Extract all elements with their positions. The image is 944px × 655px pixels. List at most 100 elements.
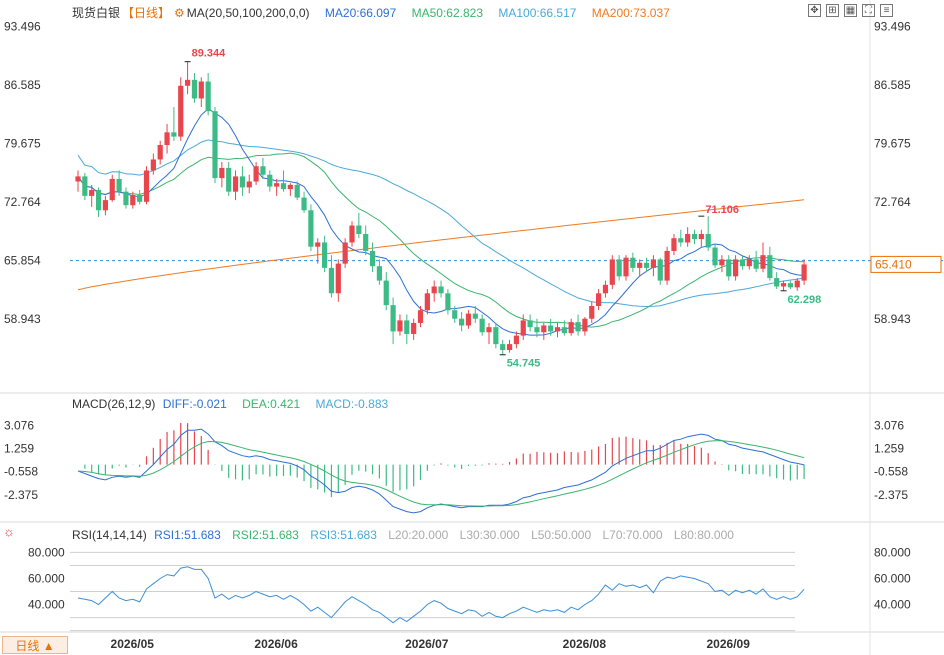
candle-body bbox=[431, 286, 437, 294]
candle-body bbox=[705, 234, 711, 248]
chart-toolbar: ✥ ⊞ ▦ ⛶ ≡ bbox=[808, 4, 893, 17]
candle-body bbox=[733, 259, 739, 277]
candle-body bbox=[465, 313, 472, 326]
candle-body bbox=[294, 184, 300, 198]
candle-body bbox=[260, 166, 266, 175]
candle-body bbox=[411, 322, 417, 334]
candle-body bbox=[75, 176, 81, 182]
candle-body bbox=[171, 132, 177, 137]
macd-value: MACD:-0.883 bbox=[315, 397, 389, 411]
x-tick-label: 2026/07 bbox=[405, 637, 449, 651]
macd-label: MACD(26,12,9) bbox=[72, 397, 156, 411]
y-tick-right: 93.496 bbox=[874, 20, 911, 34]
rsi-l20: L20:20.000 bbox=[388, 528, 449, 542]
candle-body bbox=[623, 257, 629, 277]
candle-body bbox=[246, 181, 252, 188]
fit-icon[interactable]: ⊞ bbox=[826, 4, 839, 17]
candle-body bbox=[301, 197, 307, 211]
recent-low-annotation: 62.298 bbox=[788, 294, 822, 306]
rsi2-value: RSI2:51.683 bbox=[232, 528, 299, 542]
x-tick-label: 2026/08 bbox=[563, 637, 607, 651]
candle-body bbox=[328, 267, 335, 294]
ma50-line bbox=[77, 152, 805, 328]
fullscreen-icon[interactable]: ⛶ bbox=[862, 4, 875, 17]
candle-body bbox=[185, 79, 191, 86]
rsi-l30: L30:30.000 bbox=[459, 528, 520, 542]
candle-body bbox=[513, 335, 519, 345]
rsi-line bbox=[77, 566, 805, 624]
ma100-line bbox=[77, 139, 805, 308]
candle-body bbox=[198, 81, 204, 99]
candle-body bbox=[322, 242, 328, 268]
candle-body bbox=[568, 322, 574, 334]
y-tick-left: 86.585 bbox=[4, 78, 41, 92]
candle-body bbox=[630, 257, 636, 268]
candle-body bbox=[787, 283, 793, 288]
y-tick-left: 79.675 bbox=[4, 137, 41, 151]
candle-body bbox=[205, 81, 211, 112]
candle-body bbox=[616, 259, 622, 277]
candle-body bbox=[287, 184, 293, 190]
candle-body bbox=[280, 183, 287, 190]
macd-y-tick-left: 3.076 bbox=[4, 419, 34, 433]
candle-body bbox=[123, 191, 129, 206]
candle-body bbox=[520, 320, 526, 336]
candle-body bbox=[500, 344, 506, 351]
rsi1-value: RSI1:51.683 bbox=[154, 528, 221, 542]
candle-body bbox=[308, 210, 314, 247]
candle-body bbox=[691, 234, 698, 240]
ma-label: MA(20,50,100,200,0,0) bbox=[186, 6, 310, 20]
candle-body bbox=[397, 320, 403, 332]
y-tick-left: 65.854 bbox=[4, 254, 41, 268]
current-price-box bbox=[870, 255, 942, 273]
candle-body bbox=[438, 286, 444, 294]
candle-body bbox=[267, 174, 273, 187]
grid-icon[interactable]: ▦ bbox=[844, 4, 857, 17]
y-tick-right: 58.943 bbox=[874, 312, 911, 326]
candle-body bbox=[445, 293, 451, 311]
expand-icon[interactable]: ✥ bbox=[808, 4, 821, 17]
candle-body bbox=[794, 280, 800, 288]
y-tick-right: 79.675 bbox=[874, 137, 911, 151]
candle-body bbox=[89, 189, 95, 196]
rsi-l50: L50:50.000 bbox=[531, 528, 592, 542]
candle-body bbox=[383, 280, 389, 306]
rsi-legend: RSI(14,14,14) RSI1:51.683 RSI2:51.683 RS… bbox=[72, 528, 742, 542]
macd-diff: DIFF:-0.021 bbox=[162, 397, 227, 411]
rsi-y-tick-right: 80.000 bbox=[874, 545, 911, 559]
candle-body bbox=[363, 234, 369, 251]
candle-body bbox=[746, 259, 752, 267]
candle-body bbox=[712, 247, 718, 266]
candle-body bbox=[390, 305, 396, 332]
candle-body bbox=[253, 166, 259, 182]
candle-body bbox=[109, 178, 115, 201]
candle-body bbox=[760, 255, 766, 269]
candle-body bbox=[137, 195, 143, 202]
macd-y-tick-right: 1.259 bbox=[874, 442, 904, 456]
candle-body bbox=[232, 176, 239, 192]
gear-icon[interactable]: ⚙ bbox=[174, 6, 185, 20]
candle-body bbox=[150, 159, 156, 171]
macd-y-tick-right: 3.076 bbox=[874, 419, 904, 433]
rsi-y-tick-right: 60.000 bbox=[874, 571, 911, 585]
candle-body bbox=[650, 259, 656, 268]
candle-body bbox=[82, 176, 88, 196]
period-label[interactable]: 【日线】 bbox=[122, 6, 171, 20]
y-tick-left: 58.943 bbox=[4, 312, 41, 326]
period-tab[interactable]: 日线 ▲ bbox=[2, 636, 68, 654]
candle-body bbox=[609, 259, 615, 285]
candle-body bbox=[143, 170, 150, 202]
macd-legend: MACD(26,12,9) DIFF:-0.021 DEA:0.421 MACD… bbox=[72, 397, 400, 411]
candle-body bbox=[541, 325, 547, 333]
candle-body bbox=[239, 176, 245, 188]
rsi3-value: RSI3:51.683 bbox=[310, 528, 377, 542]
candle-body bbox=[116, 178, 122, 192]
candle-body bbox=[643, 262, 650, 268]
candle-body bbox=[698, 234, 704, 240]
swing-high-annotation: 71.106 bbox=[705, 204, 739, 216]
more-icon[interactable]: ≡ bbox=[880, 4, 893, 17]
rsi-y-tick-left: 60.000 bbox=[28, 571, 65, 585]
candle-body bbox=[780, 283, 787, 287]
settings-sun-icon[interactable]: ☼ bbox=[3, 524, 15, 539]
y-tick-left: 93.496 bbox=[4, 20, 41, 34]
